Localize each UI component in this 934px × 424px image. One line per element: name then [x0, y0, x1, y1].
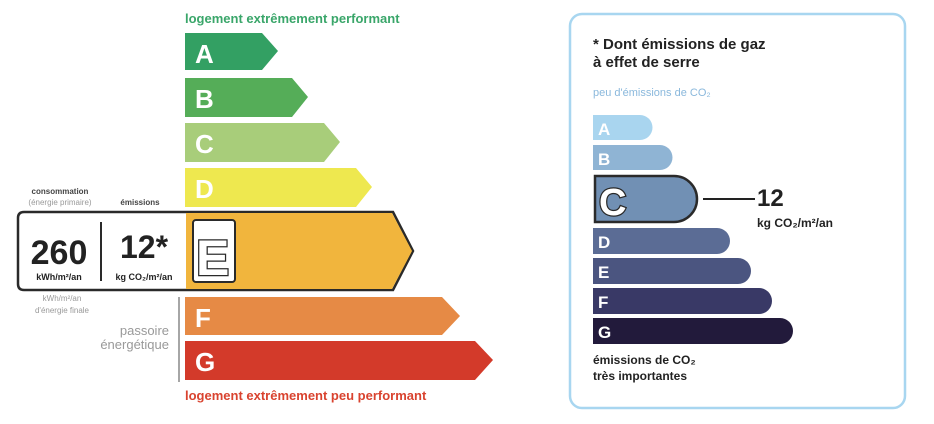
consumption-unit: kWh/m²/an — [36, 272, 82, 282]
energy-letter-b: B — [195, 84, 214, 114]
final-energy-label: d'énergie finale — [35, 306, 90, 315]
consumption-value: 260 — [31, 234, 88, 272]
energy-bar-a: A — [185, 33, 278, 70]
energy-bar-e-shape — [186, 213, 412, 289]
consumption-header: consommation — [32, 187, 89, 196]
ghg-bar-c-current: C — [593, 174, 699, 225]
ghg-bar-a: A — [593, 115, 653, 140]
energy-bar-g: G — [185, 341, 493, 380]
ghg-letter-g: G — [598, 323, 611, 342]
ghg-letter-c: C — [599, 182, 626, 224]
energy-letter-a: A — [195, 39, 214, 69]
ghg-title-line2: à effet de serre — [593, 54, 700, 71]
energy-bar-f: F — [185, 297, 460, 335]
ghg-letter-d: D — [598, 233, 610, 252]
emissions-header: émissions — [120, 198, 160, 207]
ghg-bar-d: D — [593, 228, 730, 254]
passoire-line2: énergétique — [100, 337, 169, 352]
ghg-top-label: peu d'émissions de CO₂ — [593, 87, 711, 99]
energy-letter-f: F — [195, 303, 211, 333]
ghg-letter-a: A — [598, 120, 610, 139]
ghg-bottom-label-line2: très importantes — [593, 369, 687, 383]
emissions-unit: kg CO₂/m²/an — [115, 272, 172, 282]
ghg-bar-e: E — [593, 258, 751, 284]
energy-letter-d: D — [195, 174, 214, 204]
final-energy-unit: kWh/m²/an — [43, 294, 82, 303]
energy-bar-g-shape — [185, 341, 493, 380]
passoire-line1: passoire — [120, 323, 169, 338]
energy-bar-d: D — [185, 168, 372, 207]
consumption-subheader: (énergie primaire) — [28, 198, 91, 207]
ghg-bottom-label-line1: émissions de CO₂ — [593, 353, 696, 367]
energy-letter-c: C — [195, 129, 214, 159]
ghg-letter-f: F — [598, 293, 608, 312]
energy-bar-b: B — [185, 78, 308, 117]
energy-letter-g: G — [195, 347, 215, 377]
ghg-value: 12 — [757, 185, 784, 212]
ghg-bar-b: B — [593, 145, 673, 170]
energy-bar-f-shape — [185, 297, 460, 335]
energy-bar-a-shape — [185, 33, 278, 70]
energy-bar-b-shape — [185, 78, 308, 117]
ghg-unit: kg CO₂/m²/an — [757, 216, 833, 230]
energy-bottom-label: logement extrêmement peu performant — [185, 388, 427, 403]
ghg-bar-f: F — [593, 288, 772, 314]
ghg-letter-b: B — [598, 150, 610, 169]
energy-bar-d-shape — [185, 168, 372, 207]
energy-letter-e: E — [196, 230, 229, 286]
ghg-bar-g: G — [593, 318, 793, 344]
energy-top-label: logement extrêmement performant — [185, 11, 400, 26]
emissions-value: 12* — [120, 229, 169, 265]
ghg-title-line1: * Dont émissions de gaz — [593, 36, 766, 53]
energy-current-box: E 260 kWh/m²/an 12* kg CO₂/m²/an — [16, 210, 415, 292]
energy-bar-c-shape — [185, 123, 340, 162]
energy-bar-c: C — [185, 123, 340, 162]
ghg-letter-e: E — [598, 263, 609, 282]
